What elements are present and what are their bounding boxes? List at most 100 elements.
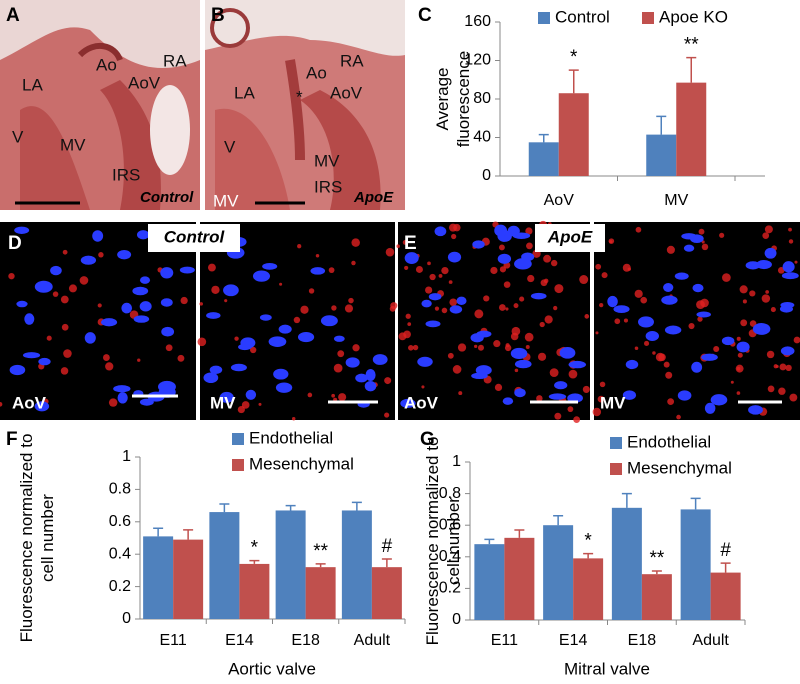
red-signal — [766, 350, 775, 359]
error-bar — [219, 503, 230, 513]
legend-swatch — [610, 463, 622, 475]
x-tick-label: E14 — [225, 632, 254, 649]
significance-label: # — [382, 536, 393, 557]
nucleus — [139, 276, 151, 284]
nucleus — [417, 356, 433, 367]
red-signal — [584, 314, 590, 319]
red-signal — [788, 227, 792, 232]
red-signal — [337, 350, 345, 358]
red-signal — [785, 364, 792, 372]
nucleus — [756, 259, 772, 270]
legend-swatch — [232, 433, 244, 445]
red-signal — [351, 238, 360, 247]
nucleus — [238, 343, 252, 351]
nucleus — [160, 267, 174, 279]
y-tick-label: 0 — [122, 610, 131, 627]
nucleus — [161, 326, 175, 337]
nucleus — [34, 280, 53, 293]
red-signal — [396, 244, 400, 248]
nucleus — [425, 320, 441, 328]
nucleus — [434, 226, 447, 237]
bar — [239, 563, 270, 619]
nucleus — [400, 398, 416, 408]
nucleus — [310, 267, 326, 275]
nucleus — [275, 382, 293, 393]
red-signal — [102, 354, 110, 361]
significance-label: ** — [649, 548, 664, 569]
nucleus — [320, 315, 338, 327]
nucleus — [16, 300, 28, 308]
significance-label: # — [720, 540, 731, 561]
region-label: MV — [60, 135, 86, 154]
y-tick-label: 120 — [464, 52, 491, 69]
nucleus — [779, 305, 793, 313]
red-signal — [698, 228, 705, 235]
red-signal — [384, 377, 392, 385]
red-signal — [328, 267, 335, 274]
red-signal — [333, 363, 343, 373]
red-signal — [510, 332, 519, 341]
red-signal — [8, 272, 15, 280]
y-tick-label: 160 — [464, 13, 491, 30]
nucleus — [710, 394, 728, 406]
error-bar — [651, 570, 662, 575]
red-signal — [348, 297, 354, 304]
nucleus — [421, 299, 432, 308]
red-signal — [300, 305, 309, 314]
bar — [680, 509, 711, 620]
bar — [341, 510, 372, 619]
condition-label: Control — [140, 189, 194, 206]
nucleus — [157, 380, 176, 393]
red-signal — [224, 299, 228, 303]
nucleus — [447, 251, 462, 263]
view-label: AoV — [404, 393, 439, 412]
red-signal — [505, 343, 510, 348]
y-tick-label: 0.8 — [439, 485, 461, 502]
nucleus — [245, 389, 257, 400]
red-signal — [438, 273, 443, 278]
nucleus — [179, 266, 195, 274]
bar — [573, 558, 604, 620]
region-label: MV — [314, 151, 340, 170]
red-signal — [722, 273, 731, 282]
nucleus — [497, 253, 512, 264]
region-label: LA — [234, 83, 255, 102]
nucleus — [456, 296, 467, 306]
red-signal — [568, 369, 578, 379]
nucleus — [677, 390, 692, 401]
red-signal — [537, 352, 547, 361]
red-signal — [352, 344, 360, 352]
red-signal — [762, 232, 770, 239]
y-tick-label: 0 — [452, 611, 461, 628]
red-signal — [331, 305, 337, 311]
nucleus — [372, 354, 388, 365]
red-signal — [524, 332, 534, 342]
significance-label: * — [251, 538, 259, 559]
red-signal — [736, 336, 741, 341]
nucleus — [273, 368, 289, 380]
error-bar — [153, 527, 164, 537]
red-signal — [601, 272, 608, 279]
y-axis-label: Fluorescence normalized to cell number — [17, 434, 57, 643]
nucleus — [259, 314, 272, 321]
tissue — [210, 8, 250, 48]
nucleus — [345, 357, 360, 368]
nucleus — [514, 388, 526, 398]
legend-swatch — [232, 459, 244, 471]
nucleus — [80, 255, 97, 265]
red-signal — [441, 307, 448, 314]
y-tick-label: 40 — [473, 129, 491, 146]
red-signal — [474, 344, 478, 349]
error-bar — [351, 501, 362, 511]
nucleus — [472, 240, 485, 249]
nucleus — [219, 391, 234, 403]
red-signal — [701, 243, 709, 251]
y-tick-label: 1 — [122, 448, 131, 465]
red-signal — [448, 223, 458, 232]
red-signal — [567, 406, 574, 413]
red-signal — [665, 371, 673, 379]
red-signal — [385, 247, 395, 257]
red-signal — [688, 322, 695, 330]
histology-b: B RA Ao LA * AoV V MV IRS MV ApoE — [205, 0, 405, 210]
y-axis-label: Average fluorescence — [433, 51, 473, 147]
